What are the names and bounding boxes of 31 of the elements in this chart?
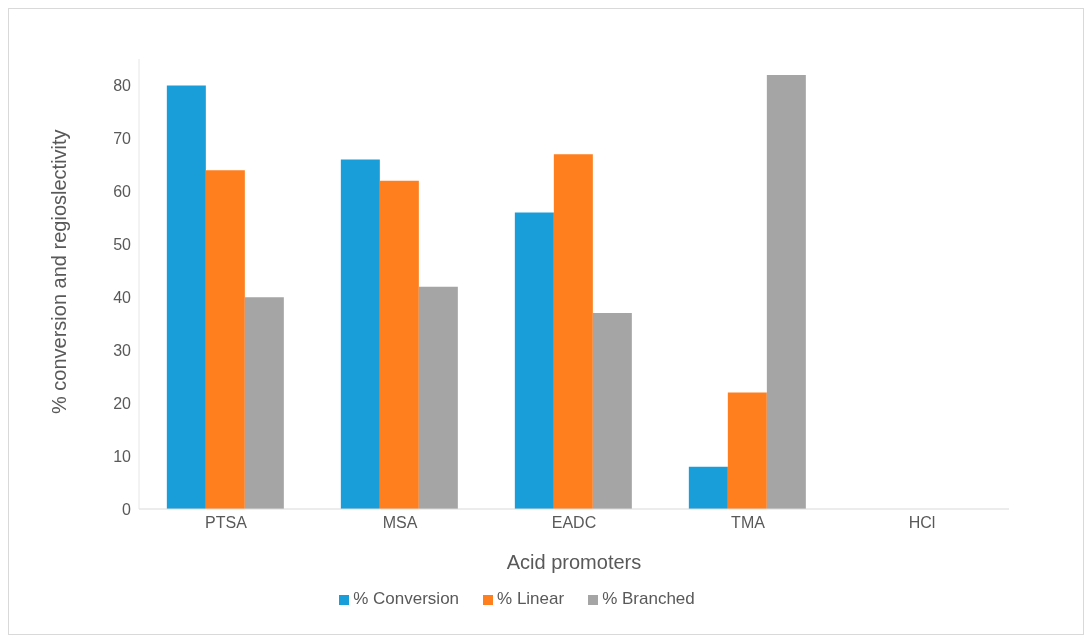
bar — [244, 297, 284, 509]
bar — [166, 85, 206, 509]
bar — [340, 159, 380, 509]
bar — [766, 74, 806, 509]
legend-label: % Linear — [497, 589, 565, 608]
x-axis-title: Acid promoters — [506, 551, 642, 573]
y-tick-label: 20 — [113, 394, 132, 412]
x-tick-label: TMA — [731, 514, 766, 532]
y-tick-label: 70 — [113, 130, 132, 148]
y-tick-label: 80 — [113, 77, 132, 95]
y-tick-label: 50 — [113, 235, 132, 253]
y-tick-label: 60 — [113, 183, 132, 201]
legend-label: % Conversion — [353, 589, 460, 608]
y-tick-label: 30 — [113, 341, 132, 359]
bar — [553, 154, 593, 509]
y-tick-label: 40 — [113, 288, 132, 306]
x-tick-label: EADC — [551, 514, 597, 532]
x-tick-label: HCl — [908, 514, 936, 532]
bar — [514, 212, 554, 509]
y-tick-label: 10 — [113, 447, 132, 465]
bar — [418, 286, 458, 509]
bar — [688, 466, 728, 509]
bar — [205, 170, 245, 509]
x-tick-label: MSA — [382, 514, 418, 532]
y-axis-title: % conversion and regioslectivity — [48, 129, 71, 414]
bar — [727, 392, 767, 509]
bar — [592, 313, 632, 509]
y-tick-label: 0 — [122, 500, 132, 518]
legend-label: % Branched — [602, 589, 695, 608]
bar — [379, 180, 419, 509]
x-tick-label: PTSA — [205, 514, 248, 532]
